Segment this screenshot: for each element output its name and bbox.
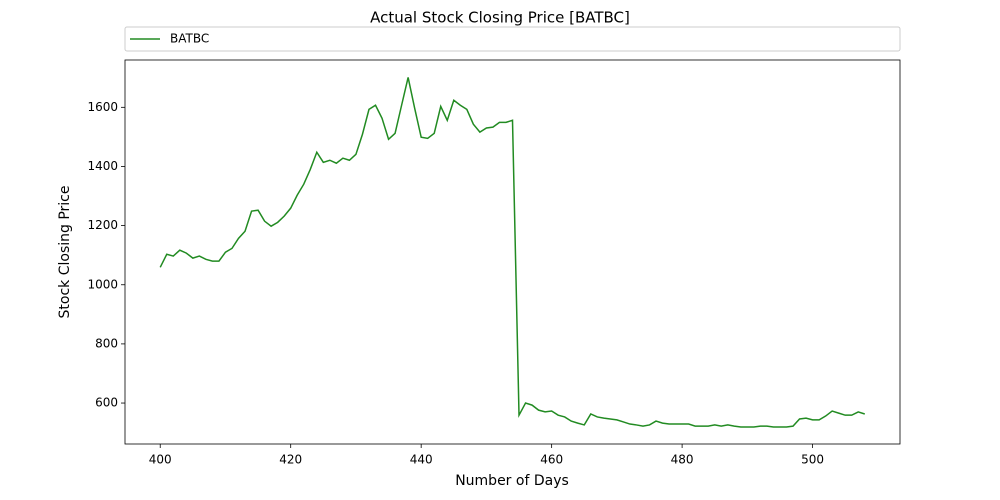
x-axis-label: Number of Days [455, 473, 569, 489]
x-tick-label: 420 [279, 453, 302, 467]
y-tick-label: 1200 [87, 218, 118, 232]
x-tick-label: 480 [671, 453, 694, 467]
data-line [159, 77, 865, 428]
legend-label: BATBC [170, 32, 209, 46]
y-tick-label: 800 [95, 336, 118, 350]
y-tick-label: 1000 [87, 277, 118, 291]
x-tick-label: 440 [410, 453, 433, 467]
y-tick-label: 600 [95, 396, 118, 410]
y-axis-label: Stock Closing Price [57, 186, 73, 319]
chart-title: Actual Stock Closing Price [BATBC] [370, 9, 630, 27]
x-tick-label: 500 [801, 453, 824, 467]
x-tick-label: 460 [540, 453, 563, 467]
x-tick-label: 400 [149, 453, 172, 467]
plot-frame [124, 59, 901, 445]
legend-box [124, 26, 901, 52]
y-tick-label: 1600 [87, 100, 118, 114]
y-tick-label: 1400 [87, 159, 118, 173]
